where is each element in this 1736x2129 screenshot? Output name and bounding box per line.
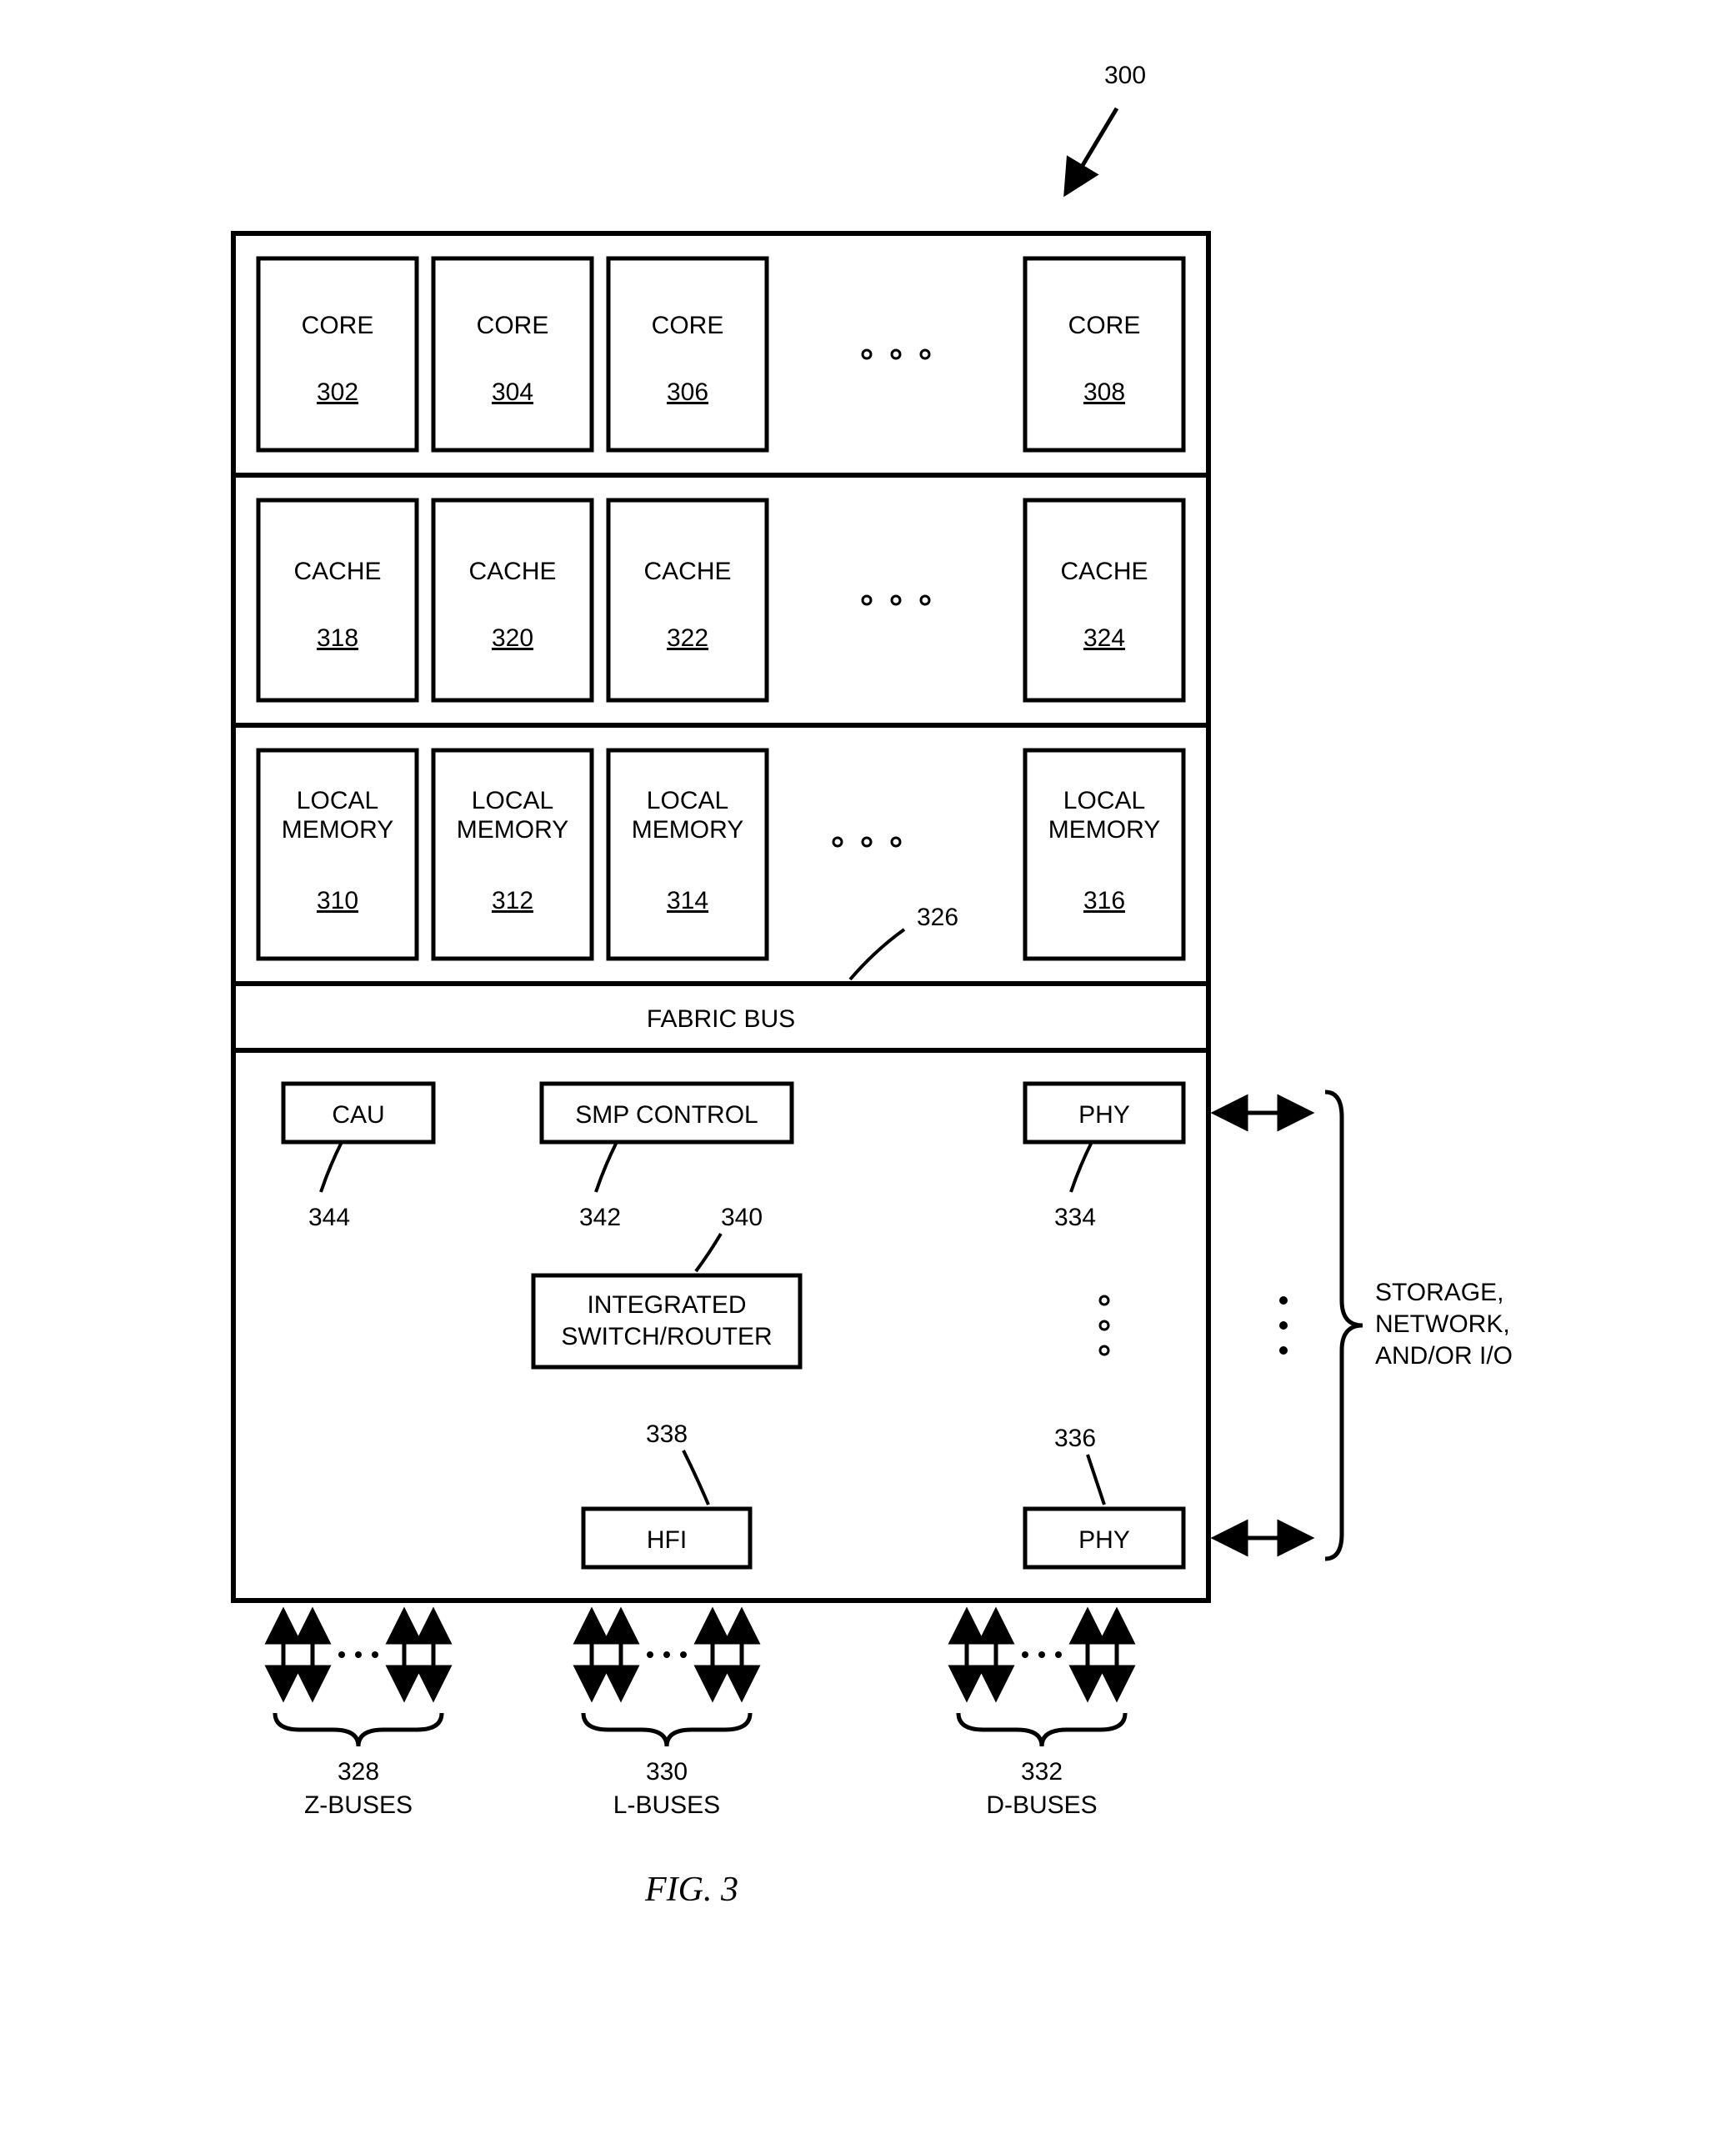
cau-label: CAU xyxy=(332,1101,384,1129)
local-memory-number: 310 xyxy=(317,887,358,914)
local-memory-box: LOCAL MEMORY 310 xyxy=(258,750,417,959)
cache-number: 324 xyxy=(1083,624,1125,652)
cache-label: CACHE xyxy=(1060,558,1148,585)
side-label: STORAGE, xyxy=(1375,1279,1503,1306)
cache-box: CACHE 318 xyxy=(258,500,417,700)
smp-number: 342 xyxy=(579,1204,621,1231)
local-memory-label: MEMORY xyxy=(282,816,393,844)
callout-326: 326 xyxy=(917,904,958,931)
local-memory-number: 314 xyxy=(667,887,708,914)
local-memory-label: LOCAL xyxy=(647,787,728,814)
local-memory-box: LOCAL MEMORY 314 xyxy=(608,750,767,959)
local-memory-label: MEMORY xyxy=(632,816,743,844)
phy-top-number: 334 xyxy=(1054,1204,1096,1231)
l-buses-group: 330 L-BUSES xyxy=(583,1613,750,1819)
z-buses-number: 328 xyxy=(338,1758,379,1786)
cache-box: CACHE 324 xyxy=(1025,500,1183,700)
local-memory-label: LOCAL xyxy=(297,787,378,814)
l-buses-number: 330 xyxy=(646,1758,688,1786)
hfi-label: HFI xyxy=(647,1526,687,1554)
core-box: CORE 306 xyxy=(608,258,767,450)
core-box: CORE 304 xyxy=(433,258,592,450)
cau-leader xyxy=(321,1142,342,1192)
core-label: CORE xyxy=(302,312,374,339)
cache-number: 322 xyxy=(667,624,708,652)
cache-label: CACHE xyxy=(643,558,731,585)
hfi-leader xyxy=(683,1450,708,1505)
side-label: NETWORK, xyxy=(1375,1310,1510,1338)
cache-number: 318 xyxy=(317,624,358,652)
isr-leader xyxy=(696,1234,721,1271)
z-buses-label: Z-BUSES xyxy=(304,1791,413,1819)
hfi-number: 338 xyxy=(646,1420,688,1448)
smp-label: SMP CONTROL xyxy=(575,1101,758,1129)
local-memory-number: 312 xyxy=(492,887,533,914)
phy-label: PHY xyxy=(1078,1526,1130,1554)
core-number: 306 xyxy=(667,378,708,406)
core-label: CORE xyxy=(477,312,549,339)
local-memory-label: MEMORY xyxy=(457,816,568,844)
d-buses-number: 332 xyxy=(1021,1758,1063,1786)
isr-label: SWITCH/ROUTER xyxy=(561,1323,772,1350)
local-memory-label: LOCAL xyxy=(1063,787,1145,814)
l-buses-label: L-BUSES xyxy=(613,1791,720,1819)
isr-label: INTEGRATED xyxy=(587,1291,746,1319)
phy-bot-leader xyxy=(1088,1455,1104,1505)
d-buses-label: D-BUSES xyxy=(986,1791,1097,1819)
z-buses-group: 328 Z-BUSES xyxy=(275,1613,442,1819)
cache-box: CACHE 322 xyxy=(608,500,767,700)
ellipsis-icon xyxy=(833,838,900,846)
local-memory-box: LOCAL MEMORY 316 xyxy=(1025,750,1183,959)
isr-box xyxy=(533,1275,800,1367)
core-number: 308 xyxy=(1083,378,1125,406)
figure-caption: FIG. 3 xyxy=(644,1871,738,1909)
core-number: 304 xyxy=(492,378,533,406)
ellipsis-vertical-icon xyxy=(1279,1296,1288,1355)
figure-ref-number: 300 xyxy=(1104,62,1146,89)
core-number: 302 xyxy=(317,378,358,406)
side-label: AND/OR I/O xyxy=(1375,1342,1513,1370)
ellipsis-icon xyxy=(863,350,929,358)
main-box xyxy=(233,233,1208,1601)
cache-label: CACHE xyxy=(468,558,556,585)
fabric-bus-label: FABRIC BUS xyxy=(647,1005,795,1033)
ellipsis-icon xyxy=(863,596,929,604)
local-memory-label: MEMORY xyxy=(1048,816,1160,844)
cache-box: CACHE 320 xyxy=(433,500,592,700)
right-brace-icon xyxy=(1325,1092,1363,1559)
cache-number: 320 xyxy=(492,624,533,652)
phy-bot-number: 336 xyxy=(1054,1425,1096,1452)
cache-label: CACHE xyxy=(293,558,381,585)
isr-number: 340 xyxy=(721,1204,763,1231)
callout-326-leader xyxy=(850,929,904,979)
core-box: CORE 308 xyxy=(1025,258,1183,450)
core-box: CORE 302 xyxy=(258,258,417,450)
local-memory-number: 316 xyxy=(1083,887,1125,914)
figure-ref-arrow xyxy=(1067,108,1117,192)
smp-leader xyxy=(596,1142,617,1192)
core-label: CORE xyxy=(652,312,724,339)
phy-label: PHY xyxy=(1078,1101,1130,1129)
core-label: CORE xyxy=(1068,312,1141,339)
d-buses-group: 332 D-BUSES xyxy=(958,1613,1125,1819)
local-memory-box: LOCAL MEMORY 312 xyxy=(433,750,592,959)
ellipsis-vertical-icon xyxy=(1100,1296,1108,1355)
phy-top-leader xyxy=(1071,1142,1092,1192)
cau-number: 344 xyxy=(308,1204,350,1231)
local-memory-label: LOCAL xyxy=(472,787,553,814)
